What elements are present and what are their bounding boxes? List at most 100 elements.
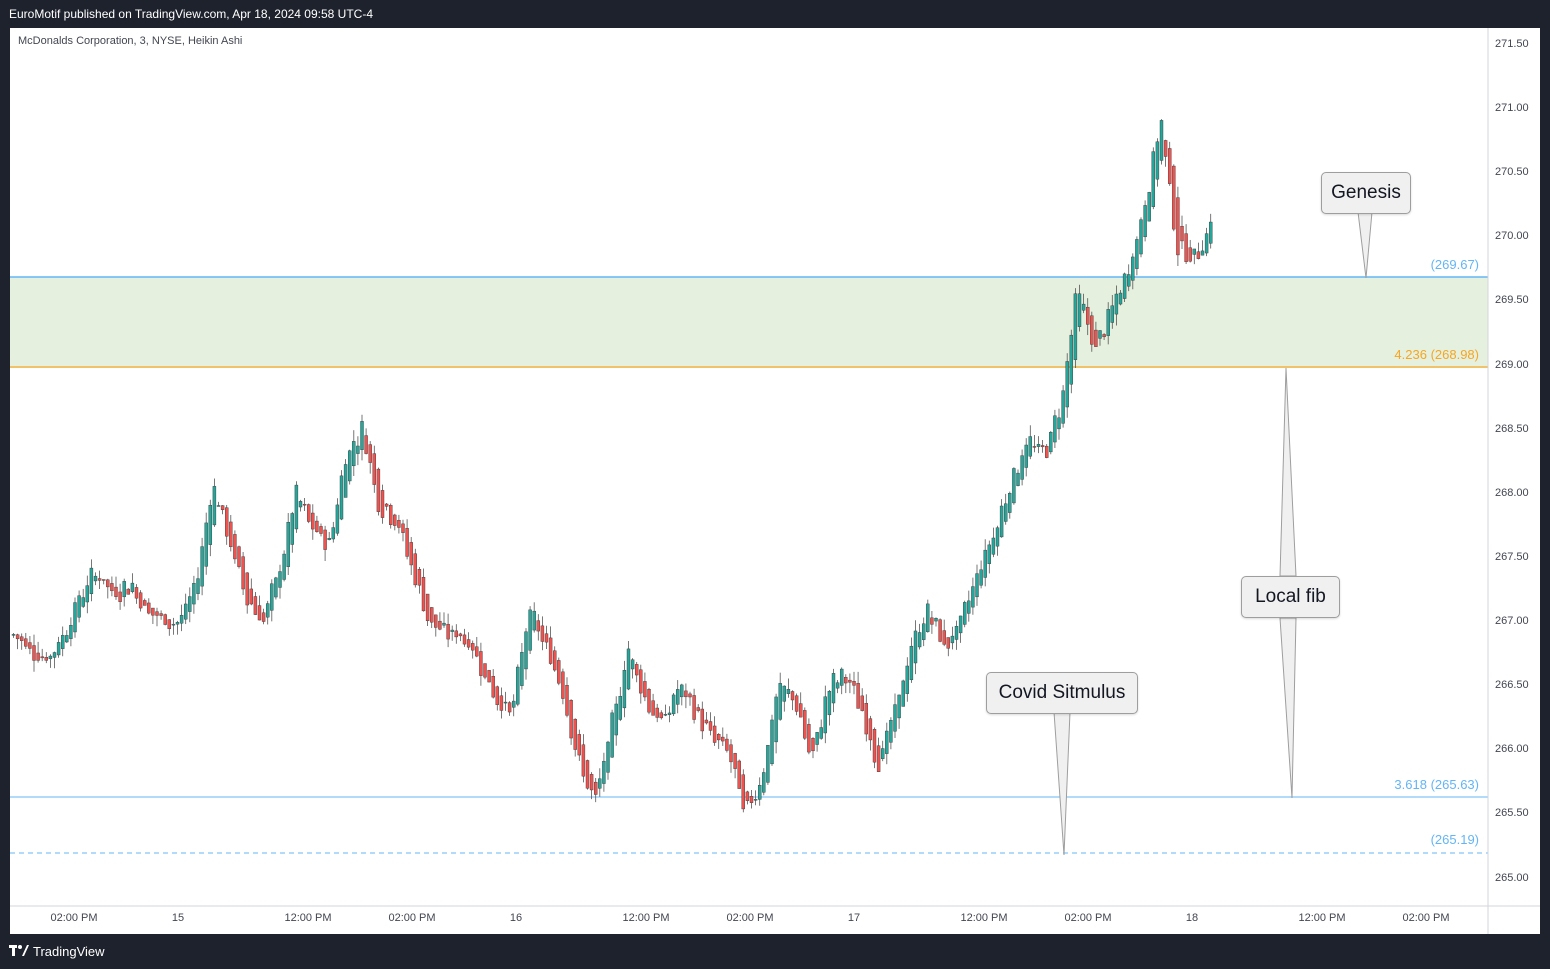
candle-up [270, 583, 274, 611]
candle-up [614, 703, 618, 736]
chart-frame[interactable]: McDonalds Corporation, 3, NYSE, Heikin A… [10, 28, 1540, 934]
candle-down [712, 725, 717, 743]
candle-up [1155, 141, 1160, 180]
candle-down [245, 572, 249, 606]
candle-up [758, 785, 762, 800]
candles-group [11, 119, 1213, 813]
candle-down [594, 781, 598, 795]
price-tick: 271.50 [1495, 38, 1529, 50]
candle-up [528, 609, 532, 651]
candle-up [282, 553, 286, 580]
candle-down [1172, 165, 1176, 230]
price-tick: 269.50 [1495, 294, 1529, 306]
time-tick: 02:00 PM [726, 912, 774, 924]
candle-down [454, 630, 458, 638]
candle-up [77, 595, 81, 618]
candle-down [659, 712, 663, 719]
candle-down [376, 468, 381, 512]
candle-down [565, 685, 569, 716]
candle-down [946, 637, 950, 649]
price-tick: 271.00 [1495, 102, 1529, 114]
candle-up [1069, 334, 1074, 385]
candle-up [204, 522, 208, 567]
candle-up [286, 522, 290, 567]
candle-up [1028, 436, 1032, 457]
candle-down [1032, 446, 1037, 448]
time-tick: 12:00 PM [622, 912, 670, 924]
candle-up [1200, 250, 1205, 256]
candle-down [1176, 197, 1180, 256]
symbol-title: McDonalds Corporation, 3, NYSE, Heikin A… [18, 35, 243, 47]
candle-up [1204, 233, 1209, 254]
candle-up [995, 527, 1000, 547]
candle-up [971, 586, 975, 608]
candle-up [602, 760, 606, 784]
candle-up [1139, 219, 1143, 255]
local-fib-callout[interactable]: Local fib [1241, 576, 1340, 618]
candle-up [216, 505, 221, 507]
candle-up [610, 712, 614, 758]
candle-up [442, 622, 446, 626]
candle-down [233, 534, 237, 560]
candle-down [462, 634, 467, 645]
candle-down [721, 736, 725, 742]
genesis-callout[interactable]: Genesis [1321, 172, 1411, 214]
candle-down [1184, 233, 1188, 262]
candle-down [1188, 247, 1192, 262]
candle-down [704, 719, 709, 724]
candle-up [893, 704, 897, 732]
candle-up [913, 630, 918, 664]
price-tick: 270.50 [1495, 166, 1529, 178]
price-tick: 270.00 [1495, 230, 1529, 242]
candle-up [897, 694, 901, 719]
candle-up [73, 602, 77, 633]
candle-up [196, 578, 200, 594]
candle-up [274, 577, 278, 598]
candle-up [840, 668, 844, 686]
candle-down [159, 613, 163, 616]
candle-down [536, 620, 540, 632]
candle-up [1061, 390, 1065, 424]
candle-down [807, 724, 811, 753]
candle-down [868, 718, 873, 741]
candle-down [553, 650, 557, 671]
time-tick: 02:00 PM [1064, 912, 1112, 924]
candle-down [540, 625, 545, 642]
candle-down [581, 744, 586, 777]
price-tick: 268.00 [1495, 487, 1529, 499]
candle-down [856, 683, 860, 709]
candle-up [881, 748, 885, 759]
candle-down [384, 503, 389, 507]
candle-down [643, 681, 647, 698]
candle-up [680, 684, 684, 698]
candle-down [323, 529, 327, 550]
candle-up [1020, 455, 1024, 480]
candle-up [606, 741, 610, 773]
candle-down [577, 734, 581, 756]
candle-down [237, 546, 241, 567]
candle-down [142, 600, 147, 606]
candle-up [290, 513, 294, 545]
candle-up [753, 799, 758, 801]
price-tick: 269.00 [1495, 359, 1529, 371]
candle-down [114, 586, 118, 597]
candle-down [1085, 306, 1090, 325]
candle-up [905, 665, 909, 694]
candle-up [1131, 256, 1135, 281]
candle-down [397, 520, 401, 528]
time-tick: 17 [847, 912, 861, 924]
candle-down [864, 703, 868, 735]
candle-down [745, 791, 750, 801]
candle-down [499, 695, 504, 711]
price-chart[interactable] [10, 28, 1540, 934]
candle-down [639, 669, 643, 694]
candle-down [544, 633, 549, 643]
candle-down [44, 657, 48, 661]
covid-callout[interactable]: Covid Sitmulus [986, 672, 1138, 714]
candle-down [224, 507, 229, 537]
candle-up [1008, 493, 1012, 513]
time-tick: 15 [171, 912, 185, 924]
candle-down [507, 702, 512, 713]
genesis-pointer [1357, 211, 1373, 279]
candle-down [561, 671, 565, 699]
